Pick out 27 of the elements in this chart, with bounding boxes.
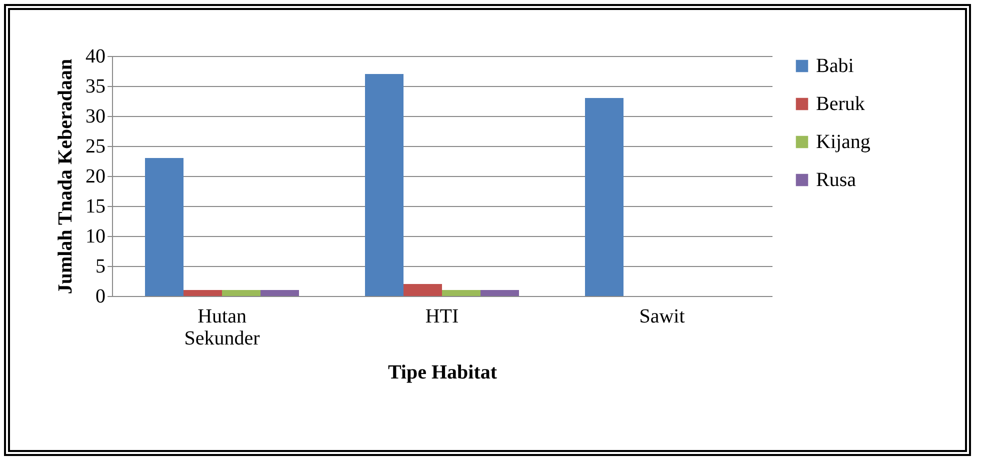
bar <box>442 290 480 296</box>
y-tick-label: 40 <box>86 46 106 68</box>
y-tick-label: 35 <box>86 76 106 98</box>
legend-label: Beruk <box>816 93 865 115</box>
bar <box>222 290 260 296</box>
y-axis-title: Jumlah Tnada Keberadaan <box>54 58 76 294</box>
x-axis-title: Tipe Habitat <box>388 362 498 384</box>
y-tick-label: 10 <box>86 226 106 248</box>
legend-label: Babi <box>816 55 854 77</box>
y-tick-label: 5 <box>96 256 106 278</box>
bar <box>184 290 222 296</box>
bar <box>585 98 624 296</box>
bar <box>260 290 299 296</box>
bar <box>480 290 519 296</box>
x-tick-label: HTI <box>425 306 459 328</box>
y-tick-label: 0 <box>96 286 106 308</box>
y-tick-label: 25 <box>86 136 106 158</box>
y-tick-label: 20 <box>86 166 106 188</box>
x-tick-label: Hutan Sekunder <box>184 306 260 350</box>
bar <box>404 284 442 296</box>
x-tick-label: Sawit <box>639 306 686 328</box>
y-tick-label: 15 <box>86 196 106 218</box>
legend-label: Rusa <box>816 169 856 191</box>
bar <box>365 74 404 296</box>
legend-label: Kijang <box>816 131 870 153</box>
y-tick-label: 30 <box>86 106 106 128</box>
bar <box>145 158 184 296</box>
